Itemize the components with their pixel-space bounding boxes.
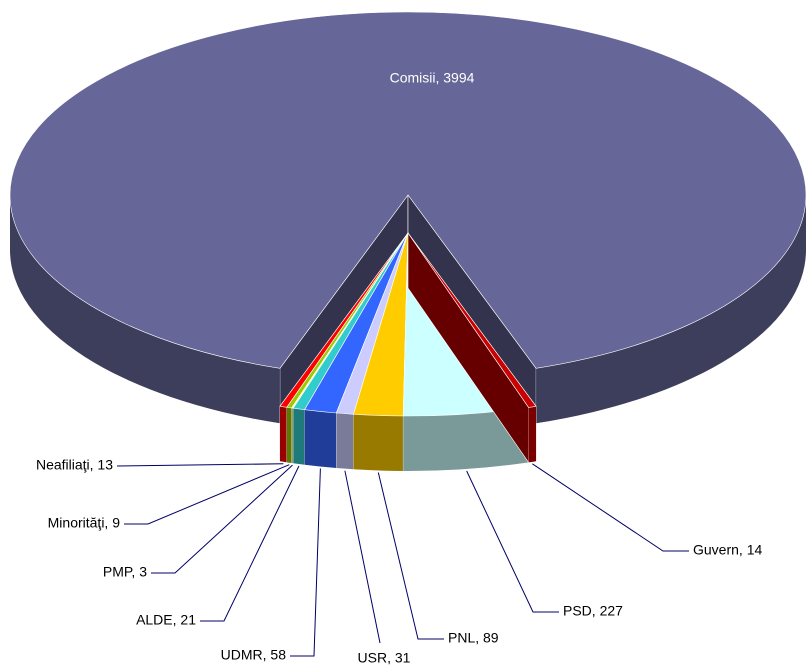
data-label: Neafiliaţi, 13 (36, 457, 113, 473)
slice (407, 232, 537, 408)
leader-line (124, 464, 290, 525)
slice (9, 11, 807, 369)
data-label: PNL, 89 (448, 630, 499, 646)
leader-line (151, 464, 293, 574)
leader-line (466, 470, 559, 613)
slice-side (286, 407, 292, 464)
leader-line (344, 470, 381, 644)
slice-side (536, 195, 806, 424)
data-label: Guvern, 14 (693, 542, 762, 558)
data-label: PSD, 227 (563, 603, 623, 619)
slice-side (304, 409, 337, 469)
data-label: PMP, 3 (103, 564, 147, 580)
data-label: Comisii, 3994 (390, 70, 475, 86)
slice-side (336, 413, 354, 470)
leader-line (532, 463, 689, 552)
slice-side (279, 406, 287, 463)
data-label: Minorităţi, 9 (48, 515, 121, 531)
slice-side (403, 407, 529, 471)
slice-side (353, 414, 404, 471)
leader-line (200, 465, 300, 622)
slice-side (293, 408, 305, 465)
slice-side (291, 408, 294, 464)
data-label: UDMR, 58 (221, 647, 287, 663)
slice-side (528, 406, 537, 463)
data-label: USR, 31 (358, 650, 411, 666)
leader-line (116, 463, 284, 467)
slice-side (10, 195, 280, 424)
data-label: ALDE, 21 (136, 612, 196, 628)
leader-line (377, 472, 444, 640)
leader-line (290, 468, 321, 657)
